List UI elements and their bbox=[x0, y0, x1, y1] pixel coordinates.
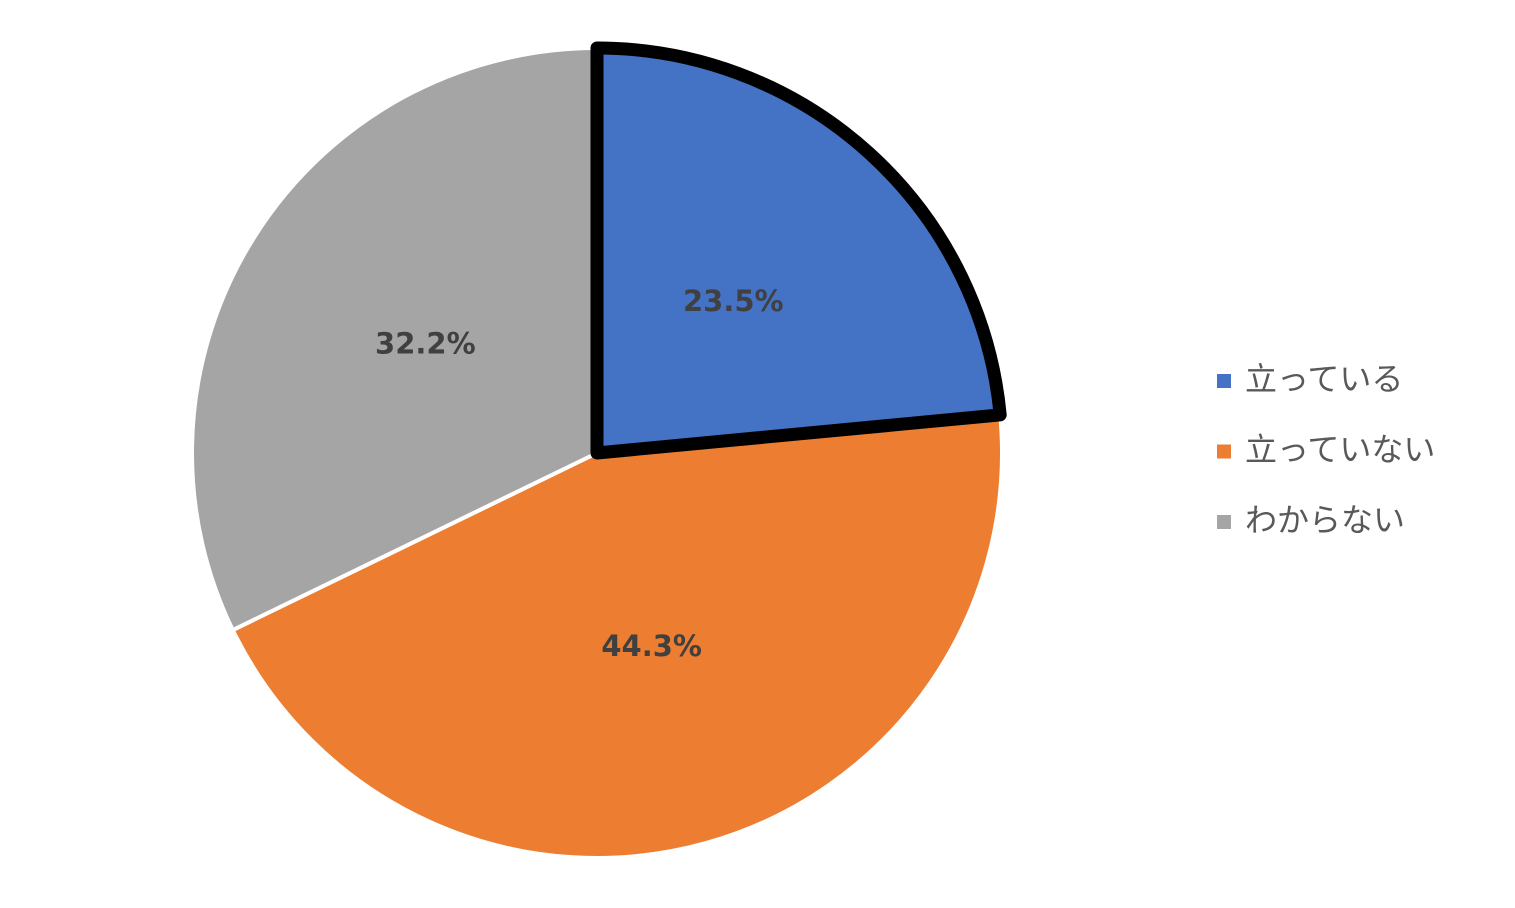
legend-swatch bbox=[1217, 444, 1231, 459]
data-label: 32.2% bbox=[375, 327, 476, 361]
pie-slice bbox=[190, 46, 599, 633]
pie-slice bbox=[230, 412, 1004, 860]
legend-label: 立っていない bbox=[1245, 431, 1435, 469]
data-label: 23.5% bbox=[683, 284, 784, 318]
pie-slice bbox=[590, 41, 1007, 460]
legend-swatch bbox=[1217, 515, 1231, 529]
legend-label: わからない bbox=[1245, 501, 1405, 539]
data-label: 44.3% bbox=[601, 629, 702, 663]
legend-label: 立っている bbox=[1245, 360, 1403, 398]
legend-swatch bbox=[1217, 374, 1231, 388]
